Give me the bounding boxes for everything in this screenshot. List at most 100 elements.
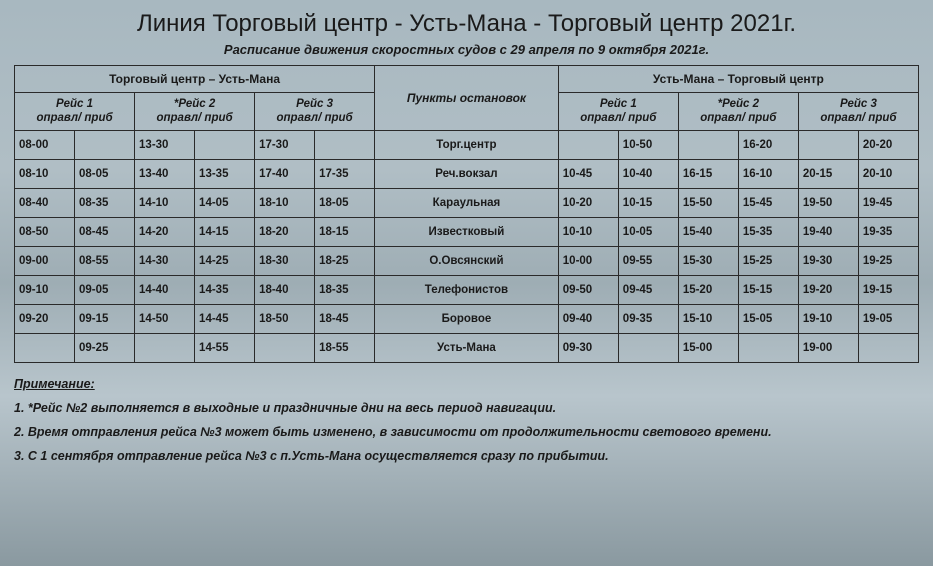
table-row: 08-1008-0513-4013-3517-4017-35Реч.вокзал… [15,159,919,188]
time-cell: 10-40 [618,159,678,188]
time-cell: 14-50 [135,304,195,333]
time-cell [315,130,375,159]
time-cell: 19-45 [858,188,918,217]
time-cell: 15-40 [678,217,738,246]
time-cell: 08-40 [15,188,75,217]
time-cell: 18-50 [255,304,315,333]
time-cell: 09-25 [75,333,135,362]
time-cell: 15-15 [738,275,798,304]
time-cell: 18-40 [255,275,315,304]
time-cell: 19-50 [798,188,858,217]
table-row: 09-0008-5514-3014-2518-3018-25О.Овсянски… [15,246,919,275]
time-cell: 20-20 [858,130,918,159]
time-cell [15,333,75,362]
time-cell: 17-40 [255,159,315,188]
time-cell [798,130,858,159]
time-cell: 19-20 [798,275,858,304]
time-cell: 09-10 [15,275,75,304]
time-cell: 13-35 [195,159,255,188]
time-cell: 13-40 [135,159,195,188]
time-cell: 14-30 [135,246,195,275]
stops-header: Пункты остановок [375,66,559,131]
time-cell: 08-55 [75,246,135,275]
time-cell: 19-40 [798,217,858,246]
time-cell [558,130,618,159]
stop-name: Известковый [375,217,559,246]
schedule-table: Торговый центр – Усть-Мана Пункты остано… [14,65,919,363]
time-cell: 14-55 [195,333,255,362]
time-cell: 08-10 [15,159,75,188]
time-cell: 09-40 [558,304,618,333]
time-cell: 13-30 [135,130,195,159]
time-cell: 08-05 [75,159,135,188]
time-cell: 10-05 [618,217,678,246]
voyage-label: *Рейс 2 [718,98,759,110]
time-cell: 10-15 [618,188,678,217]
dep-arr-label: оправл/ приб [580,112,656,124]
stop-name: Усть-Мана [375,333,559,362]
time-cell: 14-15 [195,217,255,246]
time-cell: 15-35 [738,217,798,246]
note-line: 3. С 1 сентября отправление рейса №3 с п… [14,449,919,463]
time-cell: 09-30 [558,333,618,362]
stop-name: Торг.центр [375,130,559,159]
time-cell: 19-30 [798,246,858,275]
time-cell: 09-50 [558,275,618,304]
stop-name: Боровое [375,304,559,333]
time-cell [678,130,738,159]
time-cell [738,333,798,362]
time-cell: 15-50 [678,188,738,217]
time-cell: 16-20 [738,130,798,159]
time-cell [858,333,918,362]
time-cell: 20-15 [798,159,858,188]
time-cell: 15-20 [678,275,738,304]
dep-arr-label: оправл/ приб [156,112,232,124]
dep-arr-label: оправл/ приб [700,112,776,124]
time-cell: 18-45 [315,304,375,333]
time-cell: 14-40 [135,275,195,304]
voyage-header: *Рейс 2 оправл/ приб [678,93,798,131]
note-line: 1. *Рейс №2 выполняется в выходные и пра… [14,401,919,415]
time-cell: 09-00 [15,246,75,275]
time-cell: 14-20 [135,217,195,246]
time-cell: 10-10 [558,217,618,246]
notes-title: Примечание: [14,377,919,391]
time-cell: 18-30 [255,246,315,275]
time-cell [135,333,195,362]
time-cell: 09-20 [15,304,75,333]
time-cell: 16-10 [738,159,798,188]
time-cell [255,333,315,362]
time-cell: 18-35 [315,275,375,304]
voyage-header: Рейс 3оправл/ приб [255,93,375,131]
time-cell: 10-50 [618,130,678,159]
voyage-header: Рейс 3оправл/ приб [798,93,918,131]
page-subtitle: Расписание движения скоростных судов с 2… [14,42,919,57]
time-cell: 10-00 [558,246,618,275]
time-cell: 17-30 [255,130,315,159]
voyage-header: Рейс 1 оправл/ приб [558,93,678,131]
time-cell: 19-10 [798,304,858,333]
stop-name: Реч.вокзал [375,159,559,188]
time-cell: 15-05 [738,304,798,333]
time-cell: 08-50 [15,217,75,246]
time-cell: 18-05 [315,188,375,217]
time-cell: 16-15 [678,159,738,188]
stop-name: Телефонистов [375,275,559,304]
time-cell: 15-30 [678,246,738,275]
table-row: 09-2514-5518-55Усть-Мана09-3015-0019-00 [15,333,919,362]
time-cell [618,333,678,362]
table-row: 09-1009-0514-4014-3518-4018-35Телефонист… [15,275,919,304]
voyage-label: Рейс 1 [56,98,93,110]
stop-name: О.Овсянский [375,246,559,275]
voyage-label: Рейс 1 [600,98,637,110]
time-cell: 14-45 [195,304,255,333]
dep-arr-label: оправл/ приб [277,112,353,124]
voyage-header: *Рейс 2оправл/ приб [135,93,255,131]
time-cell: 19-25 [858,246,918,275]
time-cell: 08-35 [75,188,135,217]
time-cell: 18-20 [255,217,315,246]
dep-arr-label: оправл/ приб [820,112,896,124]
time-cell: 19-15 [858,275,918,304]
time-cell: 14-35 [195,275,255,304]
time-cell: 14-10 [135,188,195,217]
